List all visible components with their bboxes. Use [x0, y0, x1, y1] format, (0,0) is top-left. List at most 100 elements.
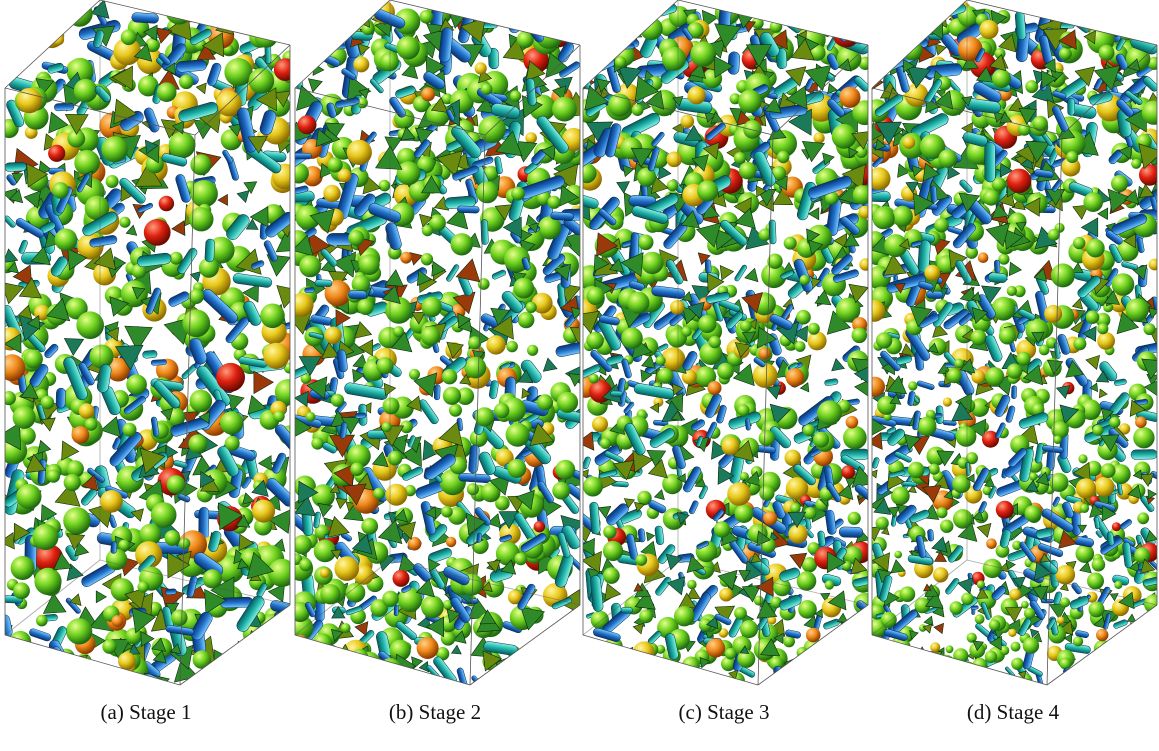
cone: [607, 654, 617, 663]
sphere: [189, 434, 208, 453]
sphere: [1073, 337, 1086, 350]
sphere: [957, 677, 971, 691]
sphere: [592, 416, 608, 432]
cone: [401, 668, 420, 687]
cone: [308, 79, 322, 92]
sphere: [1076, 478, 1096, 498]
sphere: [934, 218, 949, 233]
sphere: [96, 671, 121, 696]
packing-render: [280, 0, 597, 696]
sphere: [666, 676, 683, 693]
sphere: [639, 609, 653, 623]
sphere: [16, 484, 41, 509]
sphere: [589, 374, 599, 384]
sphere: [961, 593, 974, 606]
cylinder: [1107, 659, 1124, 669]
cone: [895, 650, 905, 660]
sphere: [674, 606, 694, 626]
cylinder: [1063, 667, 1073, 686]
cone: [623, 21, 642, 38]
sphere: [449, 404, 462, 417]
cylinder: [581, 680, 597, 685]
cone: [575, 22, 599, 43]
sphere: [64, 474, 81, 491]
cone: [274, 673, 283, 684]
cone: [605, 584, 621, 601]
cone: [348, 656, 360, 669]
sphere: [260, 304, 285, 329]
sphere: [232, 654, 243, 665]
caption: (d) Stage 4: [967, 700, 1060, 724]
cylinder: [13, 654, 55, 690]
cylinder: [698, 485, 708, 500]
cone: [907, 667, 921, 680]
sphere: [321, 0, 344, 22]
sphere: [400, 252, 412, 264]
cylinder: [833, 20, 854, 30]
sphere: [1133, 672, 1150, 689]
sphere: [235, 653, 248, 666]
cone: [642, 674, 650, 683]
sphere: [331, 394, 344, 407]
cylinder: [944, 577, 960, 595]
cylinder: [824, 378, 838, 386]
sphere: [441, 506, 453, 518]
sphere: [999, 328, 1016, 345]
cylinder: [434, 385, 440, 400]
sphere: [1066, 1, 1089, 24]
sphere: [669, 680, 678, 689]
sphere: [843, 637, 857, 651]
cone: [867, 433, 882, 450]
sphere: [24, 42, 36, 54]
sphere: [906, 15, 929, 38]
sphere: [1078, 454, 1087, 463]
sphere: [506, 423, 530, 447]
sphere: [996, 501, 1014, 519]
sphere: [382, 591, 398, 607]
captions: (a) Stage 1 (b) Stage 2 (c) Stage 3 (d) …: [101, 700, 1060, 724]
sphere: [121, 29, 137, 45]
sphere: [224, 58, 252, 86]
sphere: [10, 1, 32, 23]
sphere: [738, 90, 761, 113]
cylinder: [1070, 582, 1082, 595]
cylinder: [1123, 652, 1139, 668]
sphere: [169, 132, 196, 159]
sphere: [1008, 629, 1016, 637]
sphere: [719, 588, 733, 602]
cylinder: [833, 650, 851, 668]
cone: [855, 379, 872, 398]
cone: [190, 272, 200, 282]
cylinder: [926, 291, 943, 299]
sphere: [288, 163, 309, 184]
cylinder: [1, 47, 16, 62]
sphere: [843, 426, 867, 450]
sphere: [220, 411, 243, 434]
sphere: [1092, 425, 1103, 436]
cylinder: [111, 541, 117, 553]
sphere: [738, 404, 750, 416]
cylinder: [768, 3, 777, 21]
sphere: [952, 475, 970, 493]
sphere: [1131, 159, 1141, 169]
sphere: [759, 430, 775, 446]
cylinder: [817, 677, 835, 688]
sphere: [476, 181, 498, 203]
sphere: [829, 675, 845, 691]
sphere: [808, 323, 820, 335]
sphere: [1139, 164, 1159, 186]
sphere: [299, 559, 312, 572]
sphere: [376, 661, 395, 680]
cylinder: [611, 391, 623, 397]
sphere: [359, 254, 380, 275]
sphere: [548, 196, 561, 209]
cylinder: [15, 645, 28, 651]
sphere: [743, 120, 762, 139]
cylinder: [838, 11, 862, 43]
sphere: [99, 666, 114, 681]
cone: [745, 268, 758, 281]
sphere: [785, 450, 801, 466]
sphere: [357, 652, 380, 675]
sphere: [221, 672, 241, 692]
sphere: [876, 332, 892, 348]
